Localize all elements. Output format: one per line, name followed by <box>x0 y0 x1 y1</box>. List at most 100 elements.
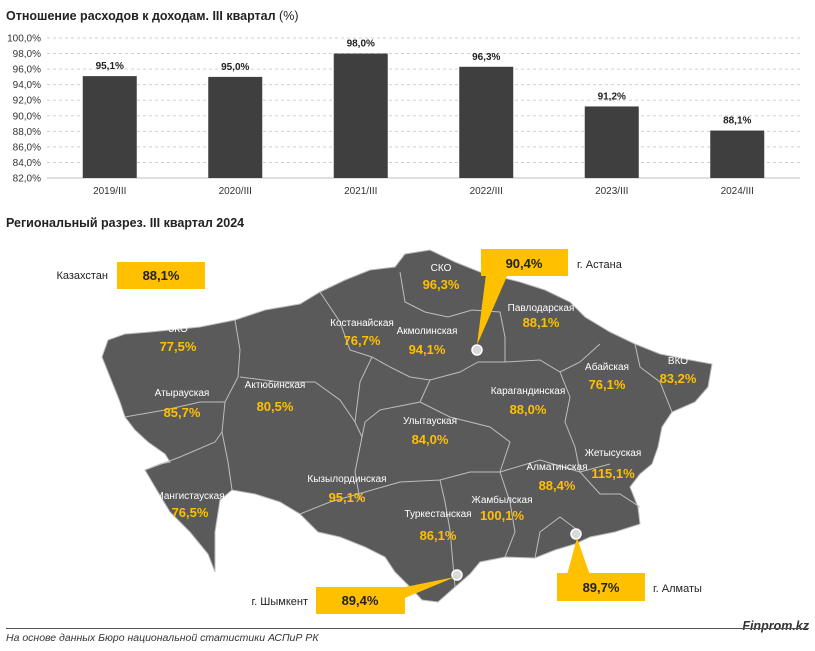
shymkent-value: 89,4% <box>342 593 379 608</box>
x-tick-label: 2019/III <box>93 186 126 197</box>
region-turkestan: Туркестанская 86,1% <box>404 509 471 543</box>
region-kyzylorda: Кызылординская 95,1% <box>307 474 386 505</box>
bar-value-label: 95,0% <box>221 62 249 73</box>
region-value: 95,1% <box>329 490 366 505</box>
y-tick-label: 98,0% <box>13 49 41 60</box>
bar-value-label: 98,0% <box>347 39 375 50</box>
shymkent-callout-pointer <box>400 577 455 600</box>
bar <box>208 76 263 178</box>
region-name: Абайская <box>585 361 629 373</box>
kazakhstan-map: 90,4% г. Астана 89,4% г. Шымкент 89,7% г… <box>56 249 713 614</box>
x-tick-label: 2022/III <box>470 186 503 197</box>
astana-name: г. Астана <box>577 259 623 271</box>
national-callout-box <box>117 262 205 289</box>
brand-label: Finprom.kz <box>742 619 809 633</box>
region-value: 84,0% <box>412 432 449 447</box>
almaty-callout-pointer <box>567 538 590 575</box>
region-vko: ВКО 83,2% <box>660 356 697 386</box>
astana-callout-pointer <box>477 274 508 345</box>
x-tick-label: 2024/III <box>721 186 754 197</box>
region-name: Карагандинская <box>491 386 566 397</box>
region-name: Акмолинская <box>397 326 458 337</box>
region-aktobe: Актюбинская 80,5% <box>245 379 306 414</box>
bar <box>584 106 639 178</box>
region-karaganda: Карагандинская 88,0% <box>491 386 566 417</box>
y-tick-label: 82,0% <box>13 174 41 185</box>
region-kostanay: Костанайская 76,7% <box>330 318 394 348</box>
x-tick-label: 2023/III <box>595 186 628 197</box>
region-value: 100,1% <box>480 508 525 523</box>
region-akmola: Акмолинская 94,1% <box>397 326 458 357</box>
region-value: 76,5% <box>172 505 209 520</box>
region-abai: Абайская 76,1% <box>585 361 629 392</box>
national-name: Казахстан <box>56 270 108 282</box>
x-tick-label: 2021/III <box>344 186 377 197</box>
bar-value-label: 96,3% <box>472 52 500 63</box>
region-value: 85,7% <box>164 405 201 420</box>
astana-callout-box <box>481 249 568 276</box>
bar-value-label: 88,1% <box>723 116 751 127</box>
region-name: Костанайская <box>330 318 394 329</box>
map-title: Региональный разрез. III квартал 2024 <box>6 216 245 230</box>
chart-title-unit: (%) <box>279 9 299 23</box>
region-value: 88,0% <box>510 402 547 417</box>
region-labels: СКО 96,3% Костанайская 76,7% Акмолинская 94… <box>155 263 697 543</box>
shymkent-marker <box>451 569 463 581</box>
footer-divider <box>6 628 809 629</box>
region-value: 77,5% <box>160 339 197 354</box>
bar <box>333 53 388 178</box>
region-name: Мангистауская <box>155 491 224 502</box>
shymkent-name: г. Шымкент <box>252 596 309 608</box>
region-borders <box>124 271 673 588</box>
chart-title: Отношение расходов к доходам. III кварта… <box>6 9 299 23</box>
y-tick-label: 90,0% <box>13 111 41 122</box>
source-note: На основе данных Бюро национальной стати… <box>6 632 319 644</box>
region-name: Туркестанская <box>404 509 471 520</box>
almaty-callout-box <box>557 573 645 601</box>
y-tick-label: 88,0% <box>13 127 41 138</box>
region-atyrau: Атырауская 85,7% <box>155 388 210 420</box>
bar-value-label: 91,2% <box>598 91 626 102</box>
region-almaty-oblast: Алматинская 88,4% <box>527 462 588 493</box>
region-value: 115,1% <box>591 466 635 481</box>
region-name: Жамбылская <box>472 494 533 506</box>
bar <box>710 130 765 178</box>
region-ulytau: Улытауская 84,0% <box>403 416 457 447</box>
bar-chart: 82,0% 84,0% 86,0% 88,0% 90,0% 92,0% 94,0% 96,0%… <box>7 34 800 197</box>
region-name: СКО <box>431 263 452 274</box>
region-name: Павлодарская <box>508 303 575 314</box>
region-name: Атырауская <box>155 388 210 399</box>
y-tick-label: 100,0% <box>7 34 41 45</box>
bar <box>82 76 137 178</box>
region-zhambyl: Жамбылская 100,1% <box>472 494 533 523</box>
region-value: 94,1% <box>409 342 446 357</box>
astana-value: 90,4% <box>506 256 543 271</box>
y-tick-label: 96,0% <box>13 65 41 76</box>
shymkent-callout-box <box>316 587 405 614</box>
almaty-name: г. Алматы <box>653 583 702 595</box>
y-tick-label: 84,0% <box>13 158 41 169</box>
region-value: 86,1% <box>420 528 457 543</box>
region-name: Алматинская <box>527 462 588 473</box>
y-tick-label: 94,0% <box>13 80 41 91</box>
chart-title-text: Отношение расходов к доходам. III кварта… <box>6 9 276 23</box>
bar-value-label: 95,1% <box>96 61 124 72</box>
region-zko: ЗКО 77,5% <box>160 324 197 354</box>
region-value: 96,3% <box>423 277 460 292</box>
region-value: 80,5% <box>257 399 294 414</box>
region-name: Улытауская <box>403 416 457 427</box>
region-sko: СКО 96,3% <box>423 263 460 292</box>
almaty-value: 89,7% <box>583 580 620 595</box>
x-tick-label: 2020/III <box>219 186 252 197</box>
region-name: Жетысуская <box>585 448 642 459</box>
y-tick-label: 92,0% <box>13 96 41 107</box>
region-value: 88,4% <box>539 478 576 493</box>
national-callout: 88,1% Казахстан <box>56 262 205 289</box>
region-value: 83,2% <box>660 371 697 386</box>
almaty-marker <box>570 528 582 540</box>
region-value: 76,7% <box>344 333 381 348</box>
region-name: ЗКО <box>168 324 188 335</box>
region-name: Кызылординская <box>307 474 386 485</box>
almaty-callout: 89,7% г. Алматы <box>557 538 702 601</box>
